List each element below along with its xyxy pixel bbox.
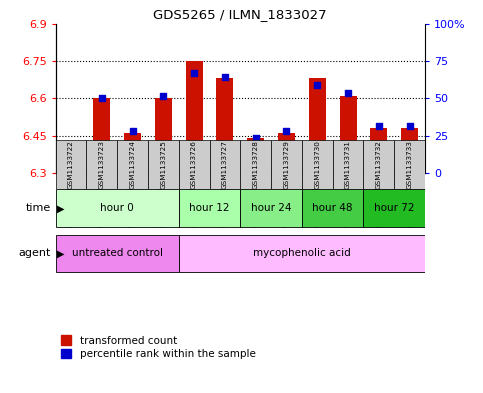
Text: GSM1133723: GSM1133723 bbox=[99, 140, 105, 189]
Bar bbox=[124, 133, 141, 173]
Point bbox=[98, 95, 106, 101]
Point bbox=[221, 74, 229, 80]
Bar bbox=[370, 128, 387, 173]
Bar bbox=[185, 61, 202, 173]
Text: GSM1133732: GSM1133732 bbox=[376, 140, 382, 189]
Point bbox=[406, 123, 413, 129]
Text: hour 72: hour 72 bbox=[374, 203, 414, 213]
Point bbox=[313, 81, 321, 88]
FancyBboxPatch shape bbox=[86, 140, 117, 189]
Point bbox=[283, 127, 290, 134]
FancyBboxPatch shape bbox=[271, 140, 302, 189]
Point bbox=[67, 162, 75, 169]
Point bbox=[159, 93, 167, 99]
Text: mycophenolic acid: mycophenolic acid bbox=[253, 248, 351, 259]
FancyBboxPatch shape bbox=[240, 140, 271, 189]
Bar bbox=[155, 98, 172, 173]
FancyBboxPatch shape bbox=[364, 140, 394, 189]
Text: hour 24: hour 24 bbox=[251, 203, 291, 213]
Text: ▶: ▶ bbox=[57, 203, 64, 213]
Text: hour 0: hour 0 bbox=[100, 203, 134, 213]
Text: untreated control: untreated control bbox=[71, 248, 163, 259]
Point bbox=[190, 70, 198, 77]
Text: GSM1133722: GSM1133722 bbox=[68, 140, 74, 189]
Text: hour 12: hour 12 bbox=[189, 203, 230, 213]
FancyBboxPatch shape bbox=[179, 235, 425, 272]
Text: GSM1133724: GSM1133724 bbox=[129, 140, 136, 189]
Text: GSM1133727: GSM1133727 bbox=[222, 140, 228, 189]
Bar bbox=[62, 168, 79, 173]
Text: GSM1133730: GSM1133730 bbox=[314, 140, 320, 189]
Text: GSM1133725: GSM1133725 bbox=[160, 140, 166, 189]
Title: GDS5265 / ILMN_1833027: GDS5265 / ILMN_1833027 bbox=[154, 8, 327, 21]
FancyBboxPatch shape bbox=[210, 140, 240, 189]
Point bbox=[344, 90, 352, 96]
Legend: transformed count, percentile rank within the sample: transformed count, percentile rank withi… bbox=[61, 335, 256, 359]
Text: GSM1133728: GSM1133728 bbox=[253, 140, 259, 189]
Bar bbox=[93, 98, 110, 173]
FancyBboxPatch shape bbox=[364, 189, 425, 227]
FancyBboxPatch shape bbox=[117, 140, 148, 189]
Bar bbox=[247, 138, 264, 173]
FancyBboxPatch shape bbox=[302, 189, 364, 227]
Point bbox=[252, 134, 259, 141]
Bar bbox=[216, 78, 233, 173]
Text: GSM1133729: GSM1133729 bbox=[284, 140, 289, 189]
FancyBboxPatch shape bbox=[56, 189, 179, 227]
Text: agent: agent bbox=[18, 248, 51, 259]
Text: GSM1133733: GSM1133733 bbox=[407, 140, 412, 189]
Bar bbox=[309, 78, 326, 173]
Text: hour 48: hour 48 bbox=[313, 203, 353, 213]
FancyBboxPatch shape bbox=[56, 235, 179, 272]
Text: time: time bbox=[26, 203, 51, 213]
FancyBboxPatch shape bbox=[240, 189, 302, 227]
Point bbox=[375, 123, 383, 129]
FancyBboxPatch shape bbox=[302, 140, 333, 189]
FancyBboxPatch shape bbox=[333, 140, 364, 189]
Point bbox=[128, 127, 136, 134]
Bar bbox=[340, 96, 356, 173]
FancyBboxPatch shape bbox=[56, 140, 86, 189]
Text: ▶: ▶ bbox=[57, 248, 64, 259]
Bar bbox=[401, 128, 418, 173]
Text: GSM1133726: GSM1133726 bbox=[191, 140, 197, 189]
FancyBboxPatch shape bbox=[394, 140, 425, 189]
Text: GSM1133731: GSM1133731 bbox=[345, 140, 351, 189]
FancyBboxPatch shape bbox=[179, 189, 240, 227]
FancyBboxPatch shape bbox=[179, 140, 210, 189]
Bar bbox=[278, 133, 295, 173]
FancyBboxPatch shape bbox=[148, 140, 179, 189]
